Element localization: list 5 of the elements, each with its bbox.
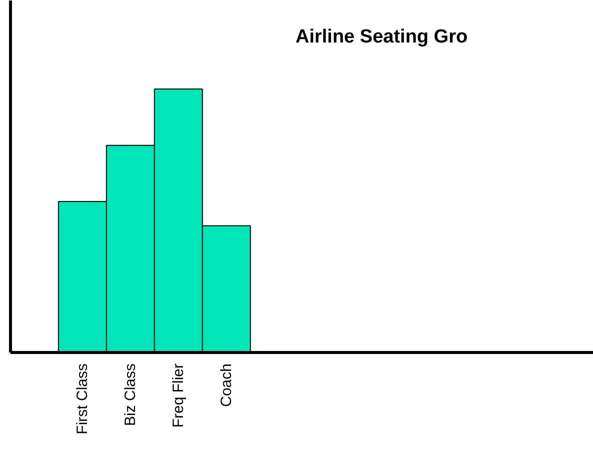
x-tick-label: First Class — [74, 363, 91, 434]
text: Airline Seating Gro — [296, 26, 468, 48]
x-tick-label: Freq Flier — [170, 363, 187, 428]
x-tick-label: Coach — [218, 364, 235, 407]
x-tick-label: Biz Class — [122, 363, 139, 426]
